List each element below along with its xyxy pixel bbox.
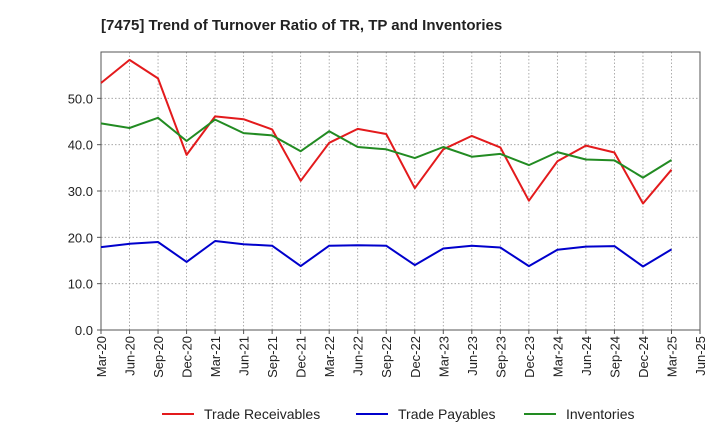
legend-label: Trade Receivables <box>204 406 320 422</box>
x-tick-label: Sep-22 <box>379 336 394 378</box>
y-tick-label: 0.0 <box>75 323 93 338</box>
series-group <box>100 58 673 268</box>
y-tick-label: 40.0 <box>68 138 93 153</box>
plot-area <box>101 52 700 330</box>
legend-label: Trade Payables <box>398 406 496 422</box>
legend-label: Inventories <box>566 406 634 422</box>
y-tick-label: 30.0 <box>68 184 93 199</box>
x-tick-label: Sep-23 <box>493 336 508 378</box>
y-tick-label: 20.0 <box>68 230 93 245</box>
x-tick-label: Mar-24 <box>550 336 565 377</box>
x-tick-label: Jun-25 <box>693 336 708 376</box>
legend: Trade Receivables Trade Payables Inventori… <box>162 406 634 422</box>
x-tick-label: Mar-22 <box>322 336 337 377</box>
x-tick-label: Mar-20 <box>94 336 109 377</box>
y-tick-label: 10.0 <box>68 277 93 292</box>
chart-title: [7475] Trend of Turnover Ratio of TR, TP… <box>101 17 502 34</box>
x-tick-label: Jun-20 <box>123 336 138 376</box>
x-tick-label: Sep-20 <box>151 336 166 378</box>
x-tick-label: Jun-23 <box>465 336 480 376</box>
x-tick-label: Mar-23 <box>436 336 451 377</box>
x-tick-label: Jun-21 <box>237 336 252 376</box>
x-tick-label: Sep-24 <box>607 336 622 378</box>
x-tick-label: Sep-21 <box>265 336 280 378</box>
x-tick-label: Jun-24 <box>579 336 594 376</box>
x-tick-label: Jun-22 <box>351 336 366 376</box>
x-tick-label: Dec-24 <box>636 336 651 378</box>
y-tick-label: 50.0 <box>68 91 93 106</box>
x-tick-label: Dec-23 <box>522 336 537 378</box>
axes: 0.0 10.0 20.0 30.0 40.0 50.0 Mar-20 Jun-20 Sep-2… <box>68 51 708 378</box>
x-tick-label: Mar-25 <box>664 336 679 377</box>
grid <box>100 52 701 331</box>
x-tick-label: Dec-21 <box>294 336 309 378</box>
x-tick-label: Mar-21 <box>208 336 223 377</box>
x-tick-label: Dec-20 <box>180 336 195 378</box>
x-tick-label: Dec-22 <box>408 336 423 378</box>
